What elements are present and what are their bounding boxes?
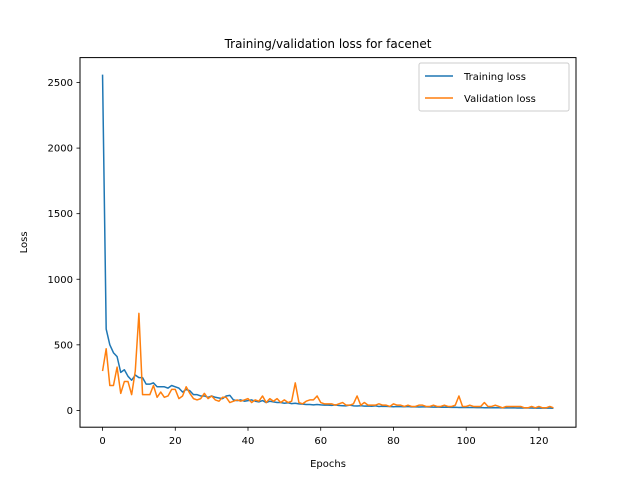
- y-axis: 0 500 1000 1500 2000 2500: [48, 78, 80, 417]
- y-tick-label: 1000: [48, 275, 73, 286]
- x-tick-label: 60: [314, 436, 327, 447]
- x-tick-label: 80: [387, 436, 400, 447]
- legend: Training loss Validation loss: [418, 62, 570, 112]
- series-line-training: [101, 74, 554, 410]
- x-tick-label: 100: [457, 436, 476, 447]
- x-tick-label: 20: [169, 436, 182, 447]
- legend-label-validation: Validation loss: [464, 94, 536, 105]
- y-axis-label: Loss: [19, 231, 30, 253]
- legend-label-training: Training loss: [463, 72, 526, 83]
- x-axis: 0 20 40 60 80 100 120: [99, 427, 548, 447]
- chart-title: Training/validation loss for facenet: [224, 37, 432, 51]
- y-tick-label: 500: [54, 340, 73, 351]
- legend-box: [418, 62, 570, 112]
- y-tick-label: 0: [67, 406, 73, 417]
- y-tick-label: 2000: [48, 144, 73, 155]
- plot-area: [79, 57, 577, 428]
- y-tick-label: 2500: [48, 78, 73, 89]
- series-lines: [101, 74, 554, 410]
- series-line-validation: [101, 312, 554, 409]
- x-axis-label: Epochs: [310, 459, 346, 470]
- x-tick-label: 120: [529, 436, 548, 447]
- y-tick-label: 1500: [48, 209, 73, 220]
- x-tick-label: 40: [242, 436, 255, 447]
- plot-frame: [79, 57, 577, 428]
- x-tick-label: 0: [99, 436, 105, 447]
